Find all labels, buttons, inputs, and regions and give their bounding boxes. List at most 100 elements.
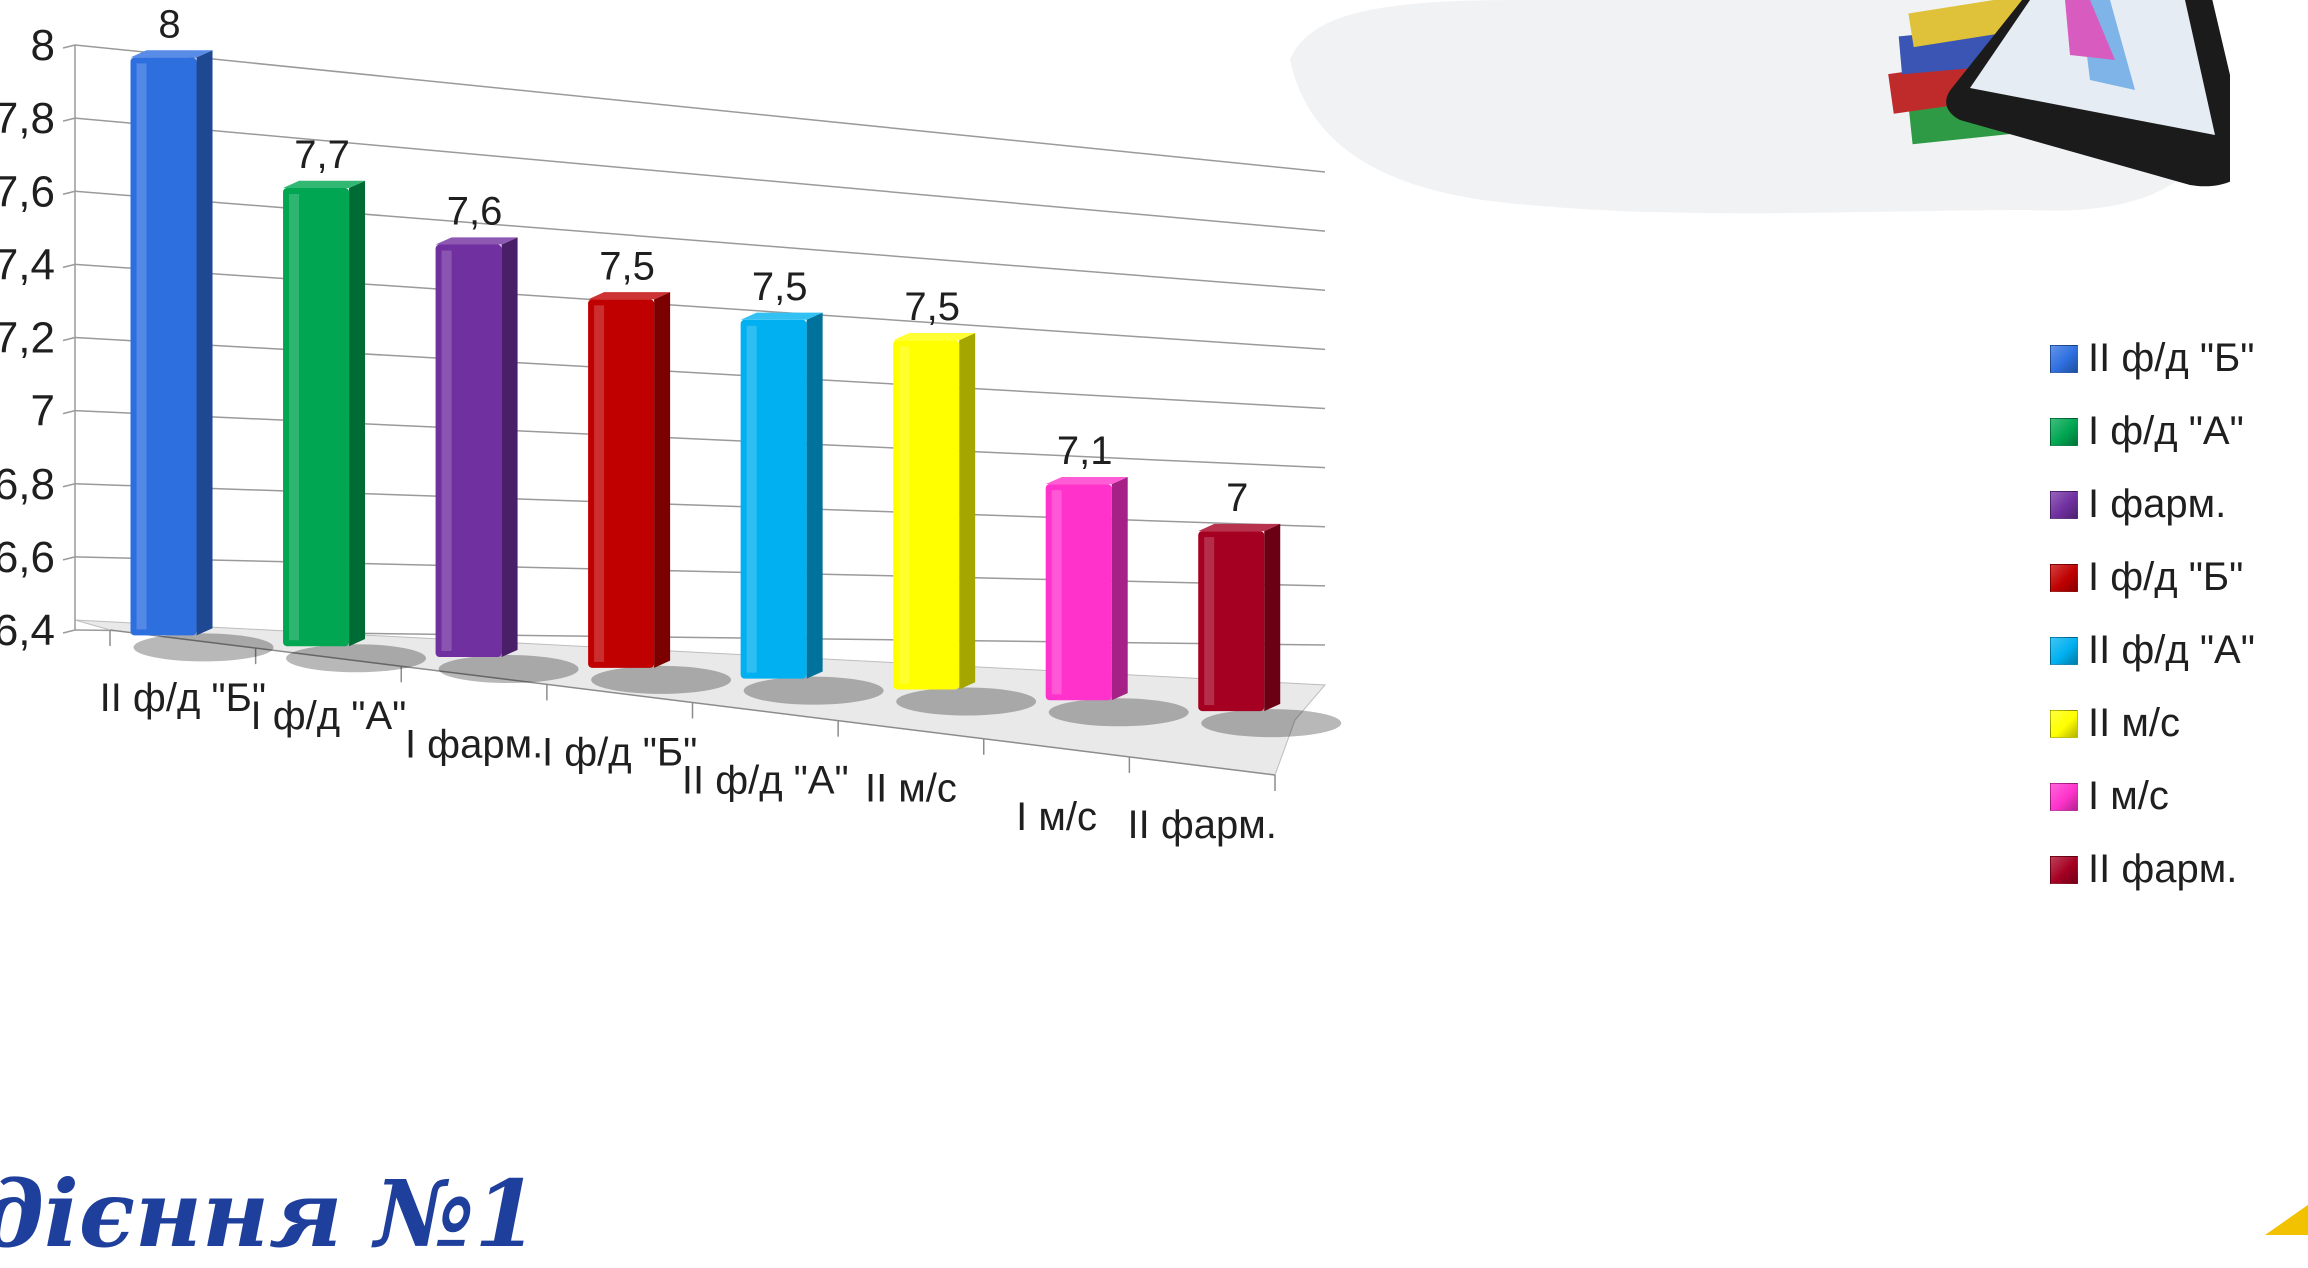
bar-shadow bbox=[438, 655, 579, 684]
bar-highlight bbox=[594, 305, 605, 662]
bar-shadow bbox=[743, 676, 884, 705]
legend-item: II фарм. bbox=[2050, 833, 2255, 906]
legend-swatch bbox=[2050, 709, 2078, 738]
bar-shadow bbox=[1048, 698, 1189, 727]
y-tick-mark bbox=[62, 117, 76, 122]
x-tick-label: II ф/д "Б" bbox=[100, 676, 266, 720]
bar-top bbox=[588, 292, 671, 300]
legend-label: I фарм. bbox=[2088, 482, 2227, 526]
legend-item: I м/с bbox=[2050, 760, 2255, 833]
bar-front bbox=[740, 319, 807, 679]
legend-label: I ф/д "Б" bbox=[2088, 555, 2244, 599]
legend-label: II м/с bbox=[2088, 701, 2180, 745]
y-tick-mark bbox=[62, 190, 76, 195]
legend-item: I ф/д "А" bbox=[2050, 395, 2255, 468]
data-label: 7,5 bbox=[752, 265, 808, 309]
y-tick-label: 7,2 bbox=[0, 314, 55, 363]
bar-highlight bbox=[1051, 490, 1062, 695]
x-tick-label: I фарм. bbox=[405, 722, 543, 766]
bar bbox=[893, 333, 1037, 716]
gridline bbox=[74, 117, 1326, 232]
x-tick-label: I м/с bbox=[1016, 795, 1097, 839]
bar-front bbox=[893, 340, 960, 690]
y-tick-mark bbox=[62, 629, 76, 634]
bar-front bbox=[435, 244, 502, 658]
y-tick-label: 8 bbox=[31, 21, 55, 70]
bar-side bbox=[1264, 523, 1281, 712]
legend-label: I ф/д "А" bbox=[2088, 409, 2244, 453]
gridline bbox=[74, 190, 1326, 291]
bar-side bbox=[1111, 476, 1128, 701]
bar-top bbox=[1198, 523, 1281, 532]
y-tick-label: 7,8 bbox=[0, 94, 55, 143]
y-tick-label: 7,4 bbox=[0, 240, 55, 289]
bar-top bbox=[740, 312, 823, 320]
data-label: 7,1 bbox=[1057, 429, 1113, 473]
gridline bbox=[74, 556, 1326, 587]
chart-legend: II ф/д "Б" I ф/д "А" I фарм. I ф/д "Б" II ф/… bbox=[2050, 322, 2255, 906]
bar bbox=[130, 50, 274, 662]
bar-top bbox=[283, 180, 366, 188]
bar bbox=[283, 180, 427, 673]
legend-item: I фарм. bbox=[2050, 468, 2255, 541]
bar-highlight bbox=[136, 63, 147, 630]
y-tick-mark bbox=[62, 263, 76, 269]
bar-highlight bbox=[441, 250, 452, 652]
legend-swatch bbox=[2050, 636, 2078, 665]
gridline bbox=[74, 336, 1326, 410]
bar-top bbox=[1045, 476, 1128, 485]
data-label: 7,5 bbox=[904, 285, 960, 329]
bar bbox=[740, 312, 884, 705]
bar-shadow bbox=[133, 633, 274, 662]
bar-side bbox=[654, 292, 671, 668]
legend-label: II ф/д "А" bbox=[2088, 628, 2255, 672]
legend-swatch bbox=[2050, 417, 2078, 446]
gridline bbox=[74, 44, 1326, 173]
bar-side bbox=[806, 312, 823, 679]
legend-label: I м/с bbox=[2088, 774, 2169, 818]
bar-shadow bbox=[286, 644, 427, 673]
bar-front bbox=[1198, 531, 1265, 712]
legend-item: II ф/д "Б" bbox=[2050, 322, 2255, 395]
bar-shadow bbox=[591, 665, 732, 694]
bar bbox=[588, 292, 732, 694]
legend-swatch bbox=[2050, 563, 2078, 592]
y-tick-mark bbox=[62, 556, 76, 561]
y-tick-label: 7,6 bbox=[0, 167, 55, 216]
legend-item: II м/с bbox=[2050, 687, 2255, 760]
bar-highlight bbox=[1204, 537, 1215, 706]
bar-shadow bbox=[1201, 709, 1342, 738]
y-tick-label: 6,4 bbox=[0, 606, 55, 655]
bar bbox=[435, 237, 579, 684]
bar-front bbox=[588, 299, 655, 668]
bar-top bbox=[435, 237, 518, 245]
x-tick-label: II фарм. bbox=[1128, 803, 1277, 847]
bar-side bbox=[196, 50, 213, 636]
x-tick-label: I ф/д "Б" bbox=[542, 730, 697, 774]
data-label: 7,5 bbox=[599, 244, 655, 288]
y-tick-mark bbox=[62, 409, 76, 415]
y-tick-mark bbox=[62, 44, 76, 49]
corner-decoration bbox=[2265, 1204, 2308, 1235]
x-tick-label: I ф/д "А" bbox=[251, 694, 407, 738]
y-tick-label: 6,6 bbox=[0, 533, 55, 582]
gridline bbox=[74, 409, 1326, 469]
bar-side bbox=[349, 180, 366, 647]
bar-highlight bbox=[289, 193, 300, 641]
slide-title: дієння №1 bbox=[0, 1160, 539, 1268]
bar bbox=[1198, 523, 1342, 738]
legend-label: II ф/д "Б" bbox=[2088, 336, 2255, 380]
gridline bbox=[74, 263, 1326, 351]
bar-front bbox=[1045, 484, 1112, 701]
legend-item: I ф/д "Б" bbox=[2050, 541, 2255, 614]
books-tablet-illustration bbox=[1270, 0, 2250, 215]
data-label: 7,7 bbox=[294, 133, 350, 177]
y-tick-label: 6,8 bbox=[0, 460, 55, 509]
legend-item: II ф/д "А" bbox=[2050, 614, 2255, 687]
data-label: 8 bbox=[158, 2, 180, 46]
bar-side bbox=[959, 333, 976, 690]
legend-swatch bbox=[2050, 855, 2078, 884]
legend-label: II фарм. bbox=[2088, 847, 2238, 891]
bar-side bbox=[501, 237, 518, 658]
bar bbox=[1045, 476, 1189, 727]
